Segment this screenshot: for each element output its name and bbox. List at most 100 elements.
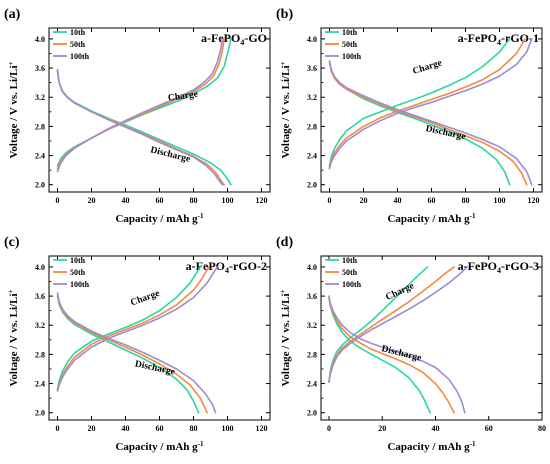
y-axis-title-main: Voltage / V vs. Li/Li xyxy=(280,65,292,158)
y-tick-label: 2.8 xyxy=(35,122,45,131)
annotation-discharge: Discharge xyxy=(149,145,191,165)
panel-label: (c) xyxy=(4,235,20,250)
sample-name-part: a-FePO xyxy=(186,259,225,273)
annotation-charge: Charge xyxy=(129,289,161,309)
x-axis-title: Capacity / mAh g-1 xyxy=(387,440,476,453)
series-100th-charge-line xyxy=(56,266,219,392)
x-axis-title-sup: -1 xyxy=(198,440,204,448)
x-tick-label: 60 xyxy=(156,424,164,433)
x-axis-title: Capacity / mAh g-1 xyxy=(115,440,204,453)
x-tick-label: 40 xyxy=(122,196,130,205)
x-tick-label: 40 xyxy=(431,424,439,433)
y-tick-label: 4.0 xyxy=(307,35,317,44)
sample-name-part: -rGO-3 xyxy=(501,259,539,273)
series-10th-charge-line xyxy=(328,38,511,167)
x-axis-title: Capacity / mAh g-1 xyxy=(115,212,204,225)
x-tick-label: 80 xyxy=(190,424,198,433)
x-tick-label: 60 xyxy=(156,196,164,205)
x-tick-label: 60 xyxy=(428,196,436,205)
y-tick-label: 2.8 xyxy=(35,350,45,359)
legend-label-50th: 50th xyxy=(70,40,86,49)
x-tick-label: 40 xyxy=(394,196,402,205)
x-tick-label: 40 xyxy=(122,424,130,433)
x-axis-title-main: Capacity / mAh g xyxy=(387,213,470,225)
y-tick-label: 2.0 xyxy=(35,409,45,418)
x-tick-label: 0 xyxy=(56,196,60,205)
x-tick-label: 100 xyxy=(222,196,234,205)
series-50th-charge-line xyxy=(56,266,210,392)
panel-label: (b) xyxy=(276,7,293,22)
y-tick-label: 2.0 xyxy=(307,181,317,190)
series-50th-discharge-line xyxy=(328,61,528,186)
y-tick-label: 2.4 xyxy=(35,380,45,389)
series-10th-charge-line xyxy=(328,266,429,383)
legend-label-100th: 100th xyxy=(342,52,362,61)
y-axis-title-sup: + xyxy=(7,289,15,293)
annotation-charge: Charge xyxy=(167,90,198,104)
x-axis-title: Capacity / mAh g-1 xyxy=(387,212,476,225)
sample-name-part: a-FePO xyxy=(458,31,497,45)
legend-label-100th: 100th xyxy=(70,52,90,61)
series-50th-discharge-line xyxy=(328,296,455,414)
annotation-charge: Charge xyxy=(412,58,444,77)
x-axis-title-sup: -1 xyxy=(470,440,476,448)
x-tick-label: 20 xyxy=(88,196,96,205)
x-tick-label: 80 xyxy=(462,196,470,205)
x-tick-label: 20 xyxy=(378,424,386,433)
x-tick-label: 100 xyxy=(222,424,234,433)
sample-name-part: -rGO-1 xyxy=(501,31,539,45)
x-tick-label: 80 xyxy=(538,424,546,433)
sample-name: a-FePO4-rGO-1 xyxy=(458,31,539,47)
y-tick-label: 3.2 xyxy=(307,93,317,102)
sample-name: a-FePO4-GO xyxy=(201,31,267,47)
y-axis-title: Voltage / V vs. Li/Li+ xyxy=(279,289,292,386)
series-100th-charge-line xyxy=(328,266,469,383)
x-tick-label: 60 xyxy=(485,424,493,433)
legend-label-100th: 100th xyxy=(70,280,90,289)
y-tick-label: 2.4 xyxy=(35,152,45,161)
panel-label: (a) xyxy=(4,7,21,22)
y-axis-title: Voltage / V vs. Li/Li+ xyxy=(7,61,20,158)
x-axis-title-main: Capacity / mAh g xyxy=(115,441,198,453)
series-100th-discharge-line xyxy=(56,68,224,186)
y-tick-label: 2.0 xyxy=(307,409,317,418)
sample-name-part: -rGO-2 xyxy=(229,259,267,273)
series-10th-charge-line xyxy=(56,266,202,391)
y-tick-label: 3.6 xyxy=(35,292,45,301)
series-50th-charge-line xyxy=(328,38,526,169)
y-tick-label: 4.0 xyxy=(35,263,45,272)
sample-name-sub: 4 xyxy=(225,266,229,275)
y-tick-label: 3.6 xyxy=(307,292,317,301)
y-tick-label: 3.6 xyxy=(307,64,317,73)
sample-name-part: a-FePO xyxy=(458,259,497,273)
series-10th-discharge-line xyxy=(56,295,200,414)
x-tick-label: 80 xyxy=(190,196,198,205)
panel-1: 0 20 40 60 80 100 120 2.0 2.4 2.8 3.2 3.6 4.0 Capacit… xyxy=(4,7,271,225)
series-100th-charge-line xyxy=(56,38,224,173)
x-tick-label: 20 xyxy=(360,196,368,205)
legend-label-10th: 10th xyxy=(70,256,86,265)
y-axis-title: Voltage / V vs. Li/Li+ xyxy=(279,61,292,158)
series-100th-discharge-line xyxy=(56,292,217,414)
y-tick-label: 2.4 xyxy=(307,380,317,389)
series-10th-discharge-line xyxy=(328,296,431,414)
x-tick-label: 0 xyxy=(56,424,60,433)
panel-2: 0 20 40 60 80 100 120 2.0 2.4 2.8 3.2 3.6 4.0 Capacit… xyxy=(276,7,543,225)
y-tick-label: 2.4 xyxy=(307,152,317,161)
legend-label-50th: 50th xyxy=(70,268,86,277)
series-100th-discharge-line xyxy=(328,60,533,186)
sample-name-part: -GO xyxy=(244,31,267,45)
legend-label-100th: 100th xyxy=(342,280,362,289)
y-tick-label: 2.8 xyxy=(307,350,317,359)
sample-name-part: a-FePO xyxy=(201,31,240,45)
x-tick-label: 120 xyxy=(256,196,268,205)
y-tick-label: 3.2 xyxy=(35,321,45,330)
y-axis-title-sup: + xyxy=(279,289,287,293)
series-10th-charge-line xyxy=(56,38,232,167)
y-tick-label: 3.2 xyxy=(307,321,317,330)
legend-label-10th: 10th xyxy=(342,28,358,37)
x-axis-title-main: Capacity / mAh g xyxy=(115,213,198,225)
panel-label: (d) xyxy=(276,235,293,250)
series-50th-charge-line xyxy=(56,38,225,170)
sample-name: a-FePO4-rGO-3 xyxy=(458,259,539,275)
